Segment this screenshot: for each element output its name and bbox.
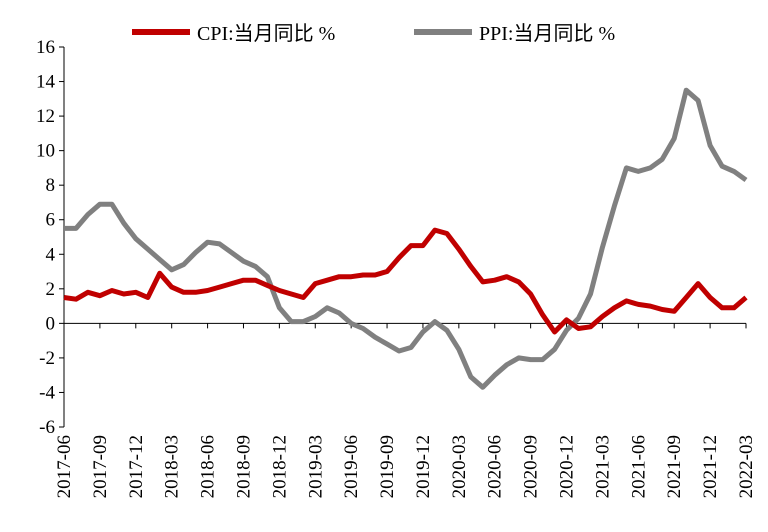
x-tick-label: 2018-09 [233,435,254,498]
x-tick-label: 2021-06 [628,435,649,498]
series-layer [63,87,748,390]
legend: CPI:当月同比 % PPI:当月同比 % [132,22,615,45]
x-tick-label: 2019-03 [305,435,326,498]
x-tick-label: 2021-09 [664,435,685,498]
x-tick-label: 2020-06 [485,435,506,498]
y-tick-label: 16 [36,37,55,58]
y-tick-label: -2 [39,348,55,369]
x-tick-label: 2017-09 [90,435,111,498]
x-tick-label: 2018-06 [198,435,219,498]
y-tick-label: -6 [39,417,55,438]
x-tick-label: 2021-12 [700,435,721,498]
y-tick-label: 4 [46,244,56,265]
y-tick-label: 8 [46,175,56,196]
x-tick-label: 2020-12 [557,435,578,498]
y-tick-label: 0 [46,313,56,334]
x-tick-label: 2017-12 [126,435,147,498]
y-tick-label: 2 [46,279,56,300]
x-tick-label: 2020-03 [449,435,470,498]
y-axis: 16 14 12 10 8 6 4 2 0 -2 -4 -6 [36,37,65,438]
x-tick-label: 2021-03 [592,435,613,498]
y-tick-label: 10 [36,141,55,162]
y-tick-label: 6 [46,210,56,231]
x-tick-label: 2019-12 [413,435,434,498]
x-tick-label: 2022-03 [736,435,757,498]
y-tick-label: -4 [39,382,55,403]
x-tick-label: 2018-12 [269,435,290,498]
x-tick-label: 2019-06 [341,435,362,498]
y-tick-label: 12 [36,106,55,127]
legend-label-cpi: CPI:当月同比 % [197,22,335,45]
series-line-cpi [63,227,748,335]
y-tick-label: 14 [36,72,56,93]
x-tick-label: 2020-09 [521,435,542,498]
x-tick-label: 2018-03 [162,435,183,498]
x-tick-label: 2019-09 [377,435,398,498]
x-axis: 2017-06 2017-09 2017-12 2018-03 2018-06 2018-… [54,322,757,498]
legend-label-ppi: PPI:当月同比 % [479,22,615,45]
x-tick-label: 2017-06 [54,435,75,498]
series-line-ppi [64,87,748,390]
